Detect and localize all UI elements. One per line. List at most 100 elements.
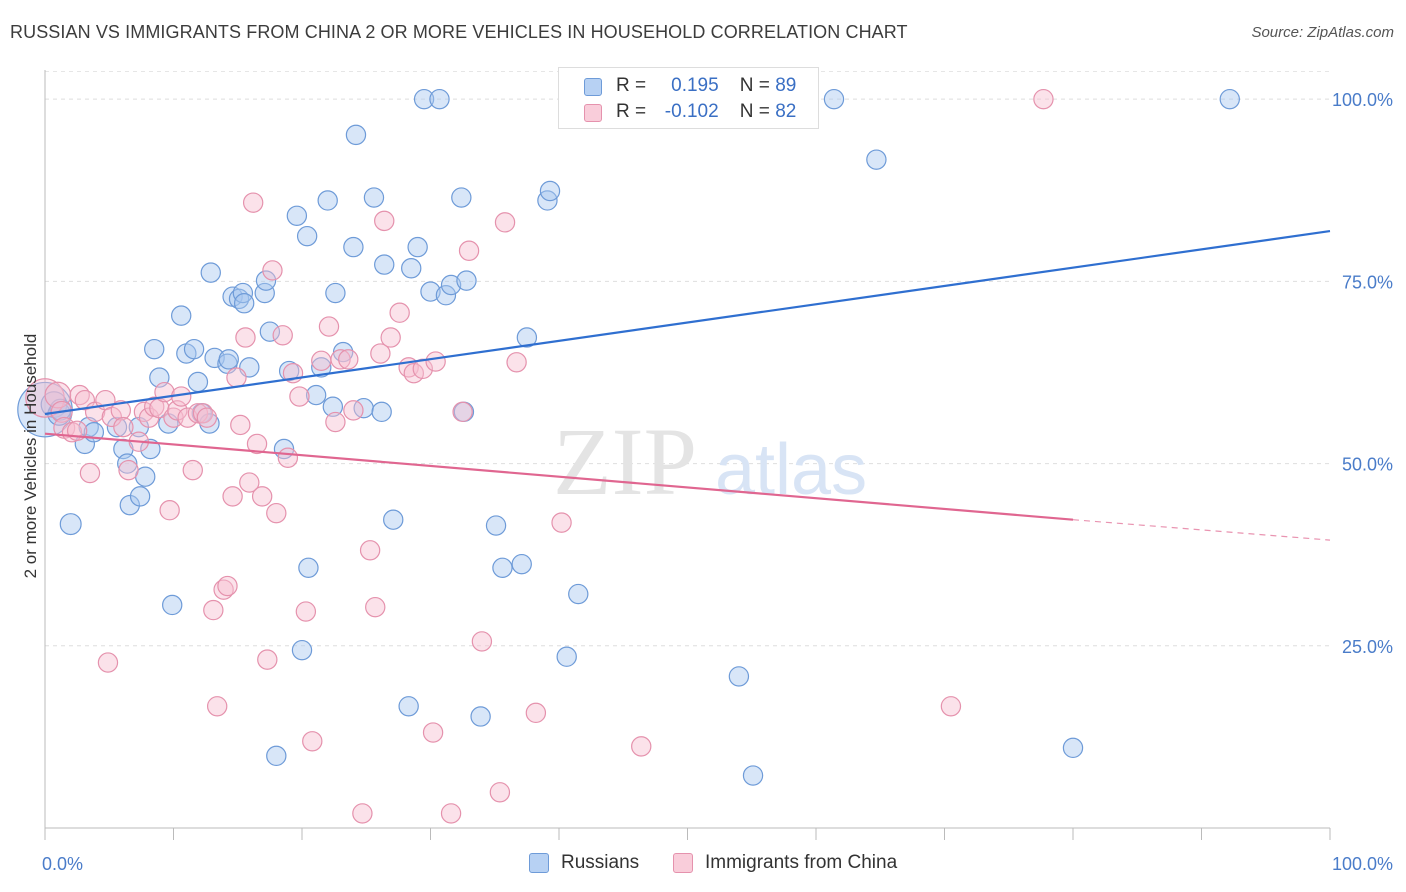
- point-china: [110, 400, 132, 421]
- point-china: [352, 803, 373, 824]
- bottom-legend-swatch-pink: [673, 853, 693, 873]
- point-china: [440, 803, 462, 824]
- point-china: [295, 601, 317, 622]
- point-russians: [363, 187, 385, 208]
- point-russians: [343, 236, 364, 258]
- point-china: [489, 782, 511, 803]
- bottom-legend-label-russians: Russians: [561, 852, 640, 873]
- point-russians: [407, 236, 428, 258]
- legend-n-value: 89: [775, 75, 797, 96]
- point-china: [311, 350, 332, 372]
- y-axis-label: 2 or more Vehicles in Household: [21, 334, 40, 579]
- point-china: [226, 367, 247, 388]
- point-russians: [470, 706, 491, 727]
- point-russians: [374, 254, 395, 275]
- legend-n-label: N =: [739, 101, 770, 122]
- point-russians: [59, 513, 82, 536]
- point-russians: [401, 258, 422, 279]
- point-russians: [728, 666, 750, 687]
- point-russians: [311, 357, 332, 378]
- point-china: [206, 696, 228, 717]
- point-russians: [255, 270, 277, 291]
- chart-title: RUSSIAN VS IMMIGRANTS FROM CHINA 2 OR MO…: [10, 22, 908, 42]
- point-russians: [568, 583, 589, 605]
- point-russians: [200, 262, 221, 283]
- legend-r-label: R =: [616, 101, 647, 122]
- point-russians: [171, 305, 192, 326]
- point-russians: [144, 338, 165, 360]
- point-china: [325, 411, 346, 433]
- point-china: [330, 349, 351, 370]
- point-russians: [1219, 88, 1240, 110]
- point-china: [196, 407, 218, 428]
- point-china: [235, 327, 256, 348]
- point-china: [217, 575, 238, 597]
- point-china: [452, 401, 473, 423]
- legend-n-value: 82: [775, 101, 797, 122]
- point-china: [338, 349, 359, 370]
- y-tick-label: 75.0%: [1342, 272, 1393, 292]
- point-russians: [218, 349, 239, 370]
- point-china: [118, 459, 139, 481]
- y-tick-label: 50.0%: [1342, 455, 1393, 475]
- point-china: [422, 722, 444, 743]
- legend-r-label: R =: [616, 75, 647, 96]
- legend-r-value: 0.195: [671, 75, 719, 96]
- point-russians: [398, 696, 419, 717]
- y-tick-label: 100.0%: [1332, 90, 1393, 110]
- x-tick-label-min: 0.0%: [42, 854, 83, 874]
- point-russians: [866, 149, 887, 170]
- point-russians: [435, 285, 457, 306]
- point-china: [458, 240, 480, 261]
- point-russians: [305, 384, 327, 406]
- point-china: [374, 210, 395, 232]
- point-russians: [456, 270, 477, 291]
- point-china: [230, 414, 251, 436]
- point-russians: [823, 88, 845, 110]
- point-russians: [492, 557, 513, 579]
- watermark-zip: ZIP: [553, 408, 697, 515]
- point-russians: [183, 338, 205, 360]
- point-russians: [162, 594, 183, 616]
- trend-lines: [44, 229, 1331, 541]
- point-russians: [485, 515, 507, 536]
- point-russians: [233, 293, 255, 314]
- x-tick-label-max: 100.0%: [1332, 854, 1393, 874]
- point-russians: [511, 553, 532, 575]
- point-russians: [413, 88, 435, 110]
- point-china: [359, 540, 381, 561]
- point-china: [343, 400, 364, 421]
- point-china: [257, 649, 278, 670]
- bottom-legend-swatch-blue: [529, 853, 549, 873]
- point-russians: [539, 180, 561, 202]
- y-tick-label: 25.0%: [1342, 637, 1393, 657]
- point-china: [389, 302, 410, 323]
- point-russians: [451, 187, 472, 208]
- legend-r-value: -0.102: [664, 101, 719, 122]
- point-russians: [140, 438, 161, 460]
- point-china: [113, 416, 134, 438]
- tick-labels: 25.0% 50.0% 75.0% 100.0% 0.0% 100.0%: [42, 90, 1393, 874]
- point-china: [79, 462, 101, 484]
- point-china: [370, 343, 391, 364]
- point-russians: [187, 371, 209, 393]
- bottom-legend-label-china: Immigrants from China: [705, 852, 898, 873]
- point-russians: [1062, 737, 1084, 759]
- point-china: [425, 351, 446, 372]
- point-russians: [106, 416, 128, 438]
- point-china: [471, 631, 493, 652]
- trend-line-china: [44, 432, 1074, 521]
- legend-swatch-blue: [584, 78, 602, 96]
- point-china: [277, 447, 299, 468]
- point-russians: [117, 453, 138, 474]
- point-russians: [298, 557, 319, 579]
- point-china: [551, 512, 572, 533]
- point-china: [506, 352, 527, 373]
- point-russians: [291, 639, 313, 661]
- point-russians: [286, 205, 308, 226]
- point-russians: [440, 274, 462, 296]
- point-russians: [345, 124, 367, 146]
- point-russians: [296, 225, 318, 247]
- legend-swatch-pink: [584, 104, 602, 122]
